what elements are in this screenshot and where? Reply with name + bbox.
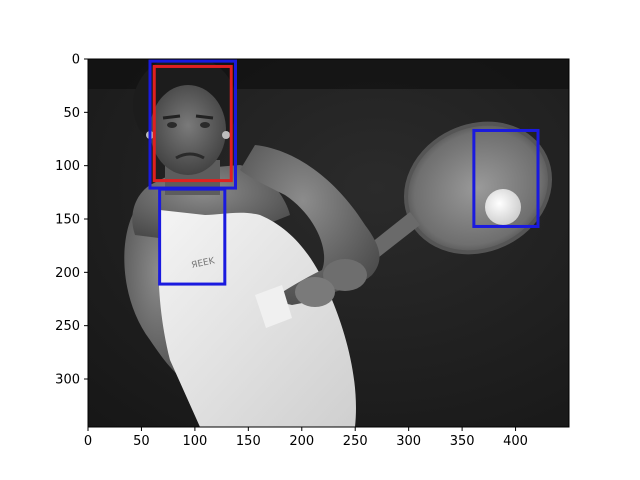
tennis-ball <box>485 189 521 225</box>
red-face-box <box>152 64 233 183</box>
x-tick-label: 50 <box>133 434 150 449</box>
y-tick-label: 300 <box>55 373 80 388</box>
y-tick-label: 0 <box>72 53 80 68</box>
x-axis: 0 50 100 150 200 250 300 350 400 <box>84 427 528 449</box>
blue-torso-box <box>158 187 227 286</box>
y-tick-label: 250 <box>55 319 80 334</box>
tennis-photo: ЯEEK <box>88 59 569 427</box>
blue-ball-box <box>472 128 540 228</box>
y-tick-label: 100 <box>55 159 80 174</box>
x-tick-label: 0 <box>84 434 92 449</box>
y-tick-label: 50 <box>63 106 80 121</box>
y-tick-label: 200 <box>55 266 80 281</box>
x-tick-label: 200 <box>289 434 314 449</box>
white-top <box>158 210 356 427</box>
face <box>150 85 226 175</box>
y-axis: 0 50 100 150 200 250 300 <box>55 53 88 388</box>
x-tick-label: 350 <box>450 434 475 449</box>
x-tick-label: 250 <box>343 434 368 449</box>
x-tick-label: 150 <box>236 434 261 449</box>
bounding-boxes <box>148 59 540 286</box>
x-tick-label: 300 <box>396 434 421 449</box>
x-tick-label: 100 <box>182 434 207 449</box>
axes-frame <box>87 58 570 428</box>
y-tick-label: 150 <box>55 213 80 228</box>
wristband <box>255 285 292 328</box>
x-tick-label: 400 <box>503 434 528 449</box>
